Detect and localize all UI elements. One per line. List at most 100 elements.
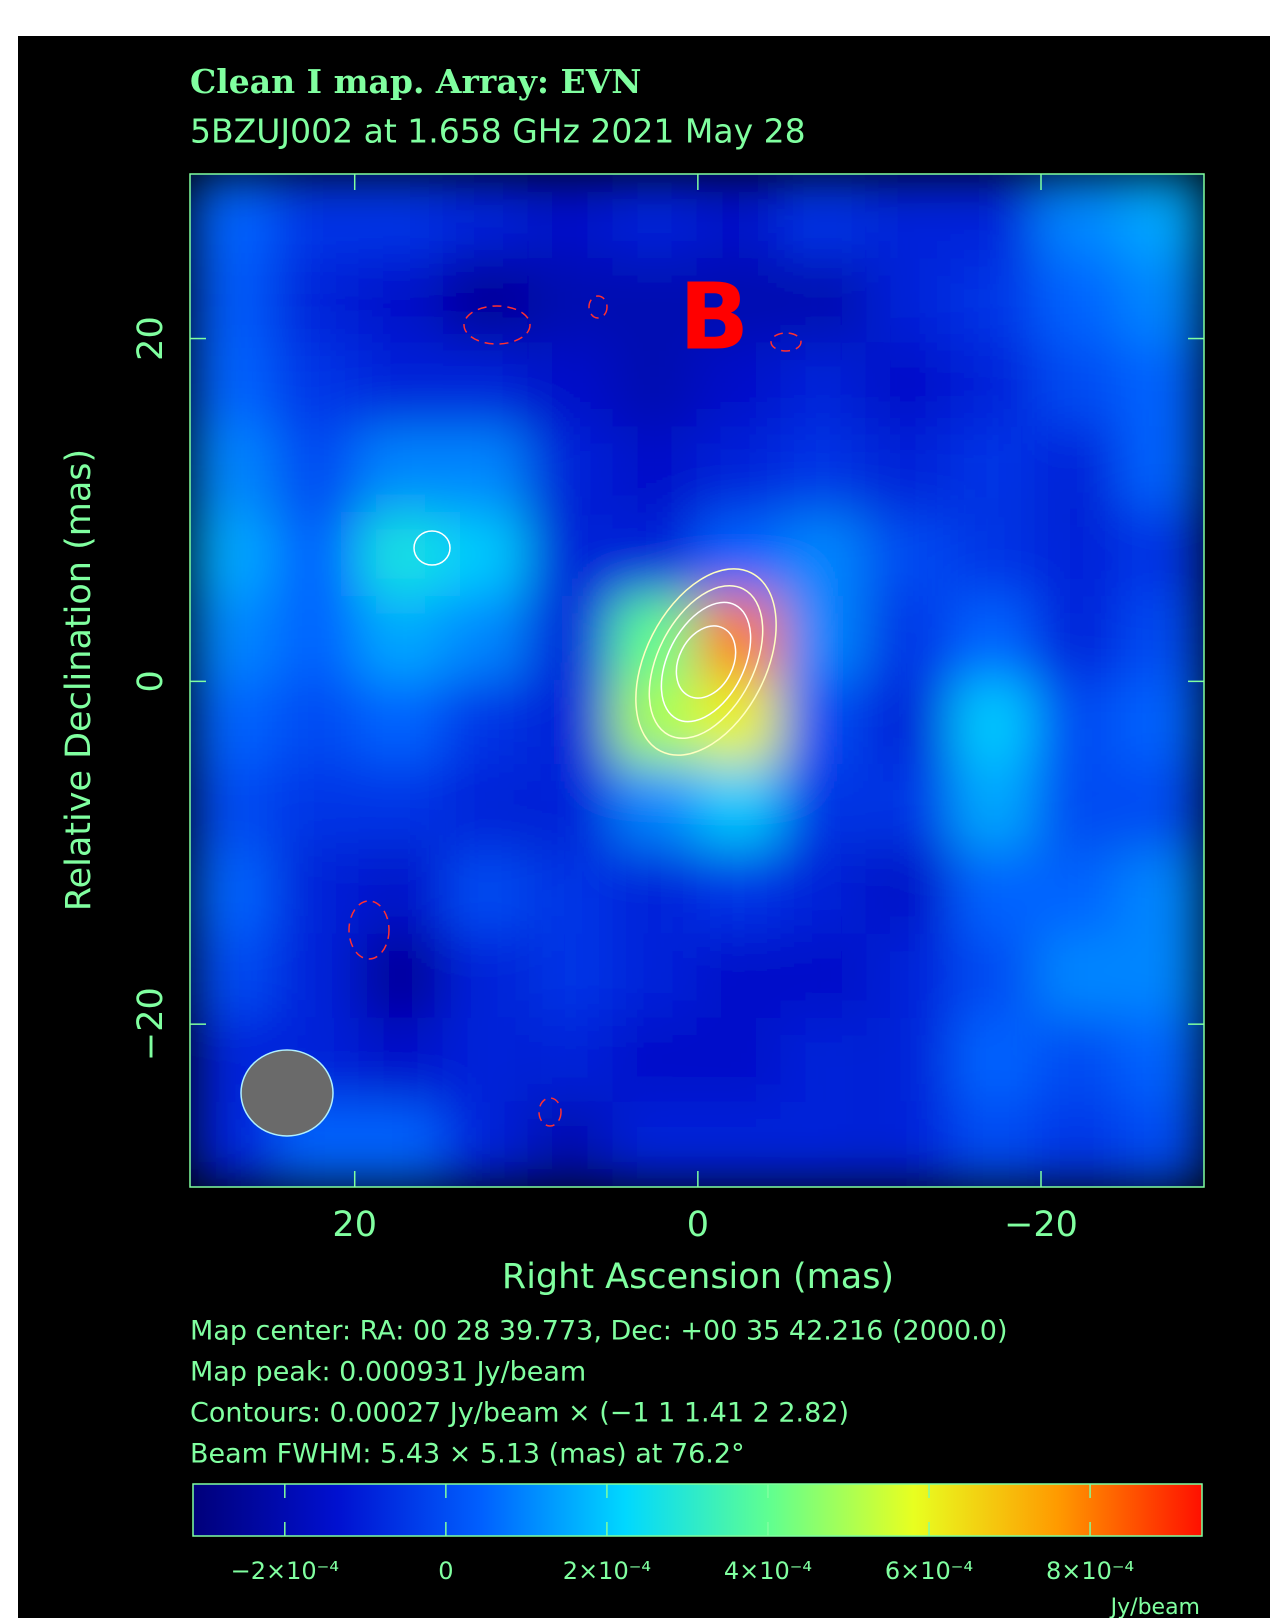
heatmap-cell <box>950 174 1035 259</box>
heatmap-cell <box>1035 1018 1120 1103</box>
heatmap-cell <box>1119 342 1204 427</box>
chart: B Clean I map. Array: EVN 5BZUJ002 at 1.… <box>0 0 1288 1618</box>
heatmap-cell <box>612 512 697 597</box>
heatmap-cell <box>274 258 359 343</box>
heatmap-cell <box>1035 934 1120 1019</box>
heatmap-cell <box>443 596 528 681</box>
heatmap-cell <box>950 258 1035 343</box>
heatmap-cell <box>781 1102 866 1187</box>
heatmap-cell <box>950 426 1035 511</box>
heatmap-cell <box>274 850 359 935</box>
heatmap-cell <box>190 764 275 849</box>
annotation: B <box>679 263 749 370</box>
heatmap-cell <box>697 680 782 765</box>
y-tick-label: 0 <box>131 670 171 692</box>
heatmap-cell <box>359 1102 444 1187</box>
heatmap-cell <box>950 1102 1035 1187</box>
heatmap-cell <box>528 174 613 259</box>
heatmap-cell <box>443 1102 528 1187</box>
heatmap-cell <box>781 764 866 849</box>
heatmap-cell <box>190 680 275 765</box>
heatmap-cell <box>359 596 444 681</box>
heatmap-cell <box>781 512 866 597</box>
heatmap-cell <box>697 1018 782 1103</box>
heatmap-cell <box>359 512 444 597</box>
colorbar <box>193 1484 1202 1536</box>
heatmap-cell <box>781 934 866 1019</box>
colorbar-tick-label: 2×10⁻⁴ <box>563 1557 651 1585</box>
heatmap-cell <box>1119 426 1204 511</box>
heatmap-cell <box>1035 426 1120 511</box>
heatmap-cell <box>359 1018 444 1103</box>
heatmap-cell <box>950 342 1035 427</box>
heatmap-cell <box>359 764 444 849</box>
y-tick-label: 20 <box>131 316 171 361</box>
heatmap-cell <box>950 596 1035 681</box>
heatmap-cell <box>528 258 613 343</box>
heatmap-cell <box>612 174 697 259</box>
heatmap-cell <box>274 174 359 259</box>
heatmap-cell <box>1119 512 1204 597</box>
heatmap-cell <box>190 850 275 935</box>
heatmap-cell <box>1035 258 1120 343</box>
heatmap-cell <box>190 258 275 343</box>
heatmap-cell <box>1035 512 1120 597</box>
heatmap-cell <box>443 426 528 511</box>
heatmap-cell <box>359 342 444 427</box>
heatmap-cell <box>359 850 444 935</box>
info-line: Beam FWHM: 5.43 × 5.13 (mas) at 76.2° <box>190 1439 745 1470</box>
heatmap-cell <box>612 764 697 849</box>
heatmap-cell <box>443 1018 528 1103</box>
info-line: Contours: 0.00027 Jy/beam × (−1 1 1.41 2… <box>190 1398 849 1429</box>
heatmap-cell <box>190 342 275 427</box>
heatmap-cell <box>528 596 613 681</box>
colorbar-tick-label: 6×10⁻⁴ <box>885 1557 973 1585</box>
heatmap-cell <box>866 934 951 1019</box>
heatmap-cell <box>528 512 613 597</box>
heatmap-cell <box>528 850 613 935</box>
heatmap-cell <box>781 680 866 765</box>
heatmap-cell <box>866 596 951 681</box>
x-tick-label: 20 <box>332 1205 377 1245</box>
heatmap-cell <box>866 764 951 849</box>
heatmap-cell <box>1119 850 1204 935</box>
heatmap-cell <box>697 1102 782 1187</box>
heatmap-cell <box>950 764 1035 849</box>
heatmap-cell <box>866 1102 951 1187</box>
heatmap-cell <box>190 174 275 259</box>
heatmap-cell <box>781 1018 866 1103</box>
heatmap-cell <box>1119 1018 1204 1103</box>
colorbar-label: Jy/beam <box>1109 1595 1200 1618</box>
heatmap-cell <box>866 680 951 765</box>
colorbar-tick-label: 0 <box>438 1557 453 1585</box>
heatmap-cell <box>781 174 866 259</box>
heatmap-cell <box>443 764 528 849</box>
heatmap-cell <box>697 426 782 511</box>
heatmap-cell <box>528 1018 613 1103</box>
heatmap-cell <box>190 512 275 597</box>
heatmap-cell <box>781 426 866 511</box>
heatmap-cell <box>190 596 275 681</box>
heatmap-cell <box>190 934 275 1019</box>
heatmap-cell <box>1035 764 1120 849</box>
heatmap-cell <box>359 680 444 765</box>
colorbar-tick-label: −2×10⁻⁴ <box>231 1557 339 1585</box>
chart-subtitle: 5BZUJ002 at 1.658 GHz 2021 May 28 <box>190 112 806 151</box>
heatmap-cell <box>612 1018 697 1103</box>
heatmap-cell <box>528 426 613 511</box>
chart-title: Clean I map. Array: EVN <box>190 62 641 101</box>
heatmap-cell <box>781 850 866 935</box>
heatmap-cell <box>443 680 528 765</box>
heatmap-cell <box>1119 258 1204 343</box>
heatmap-cell <box>443 512 528 597</box>
heatmap-cell <box>1035 342 1120 427</box>
heatmap-cell <box>1119 934 1204 1019</box>
heatmap-cell <box>781 258 866 343</box>
heatmap-cell <box>528 764 613 849</box>
heatmap-cell <box>1119 680 1204 765</box>
heatmap-cell <box>950 850 1035 935</box>
heatmap-cell <box>1119 596 1204 681</box>
y-axis-label: Relative Declination (mas) <box>59 449 99 911</box>
info-line: Map center: RA: 00 28 39.773, Dec: +00 3… <box>190 1316 1008 1347</box>
heatmap-cell <box>866 174 951 259</box>
